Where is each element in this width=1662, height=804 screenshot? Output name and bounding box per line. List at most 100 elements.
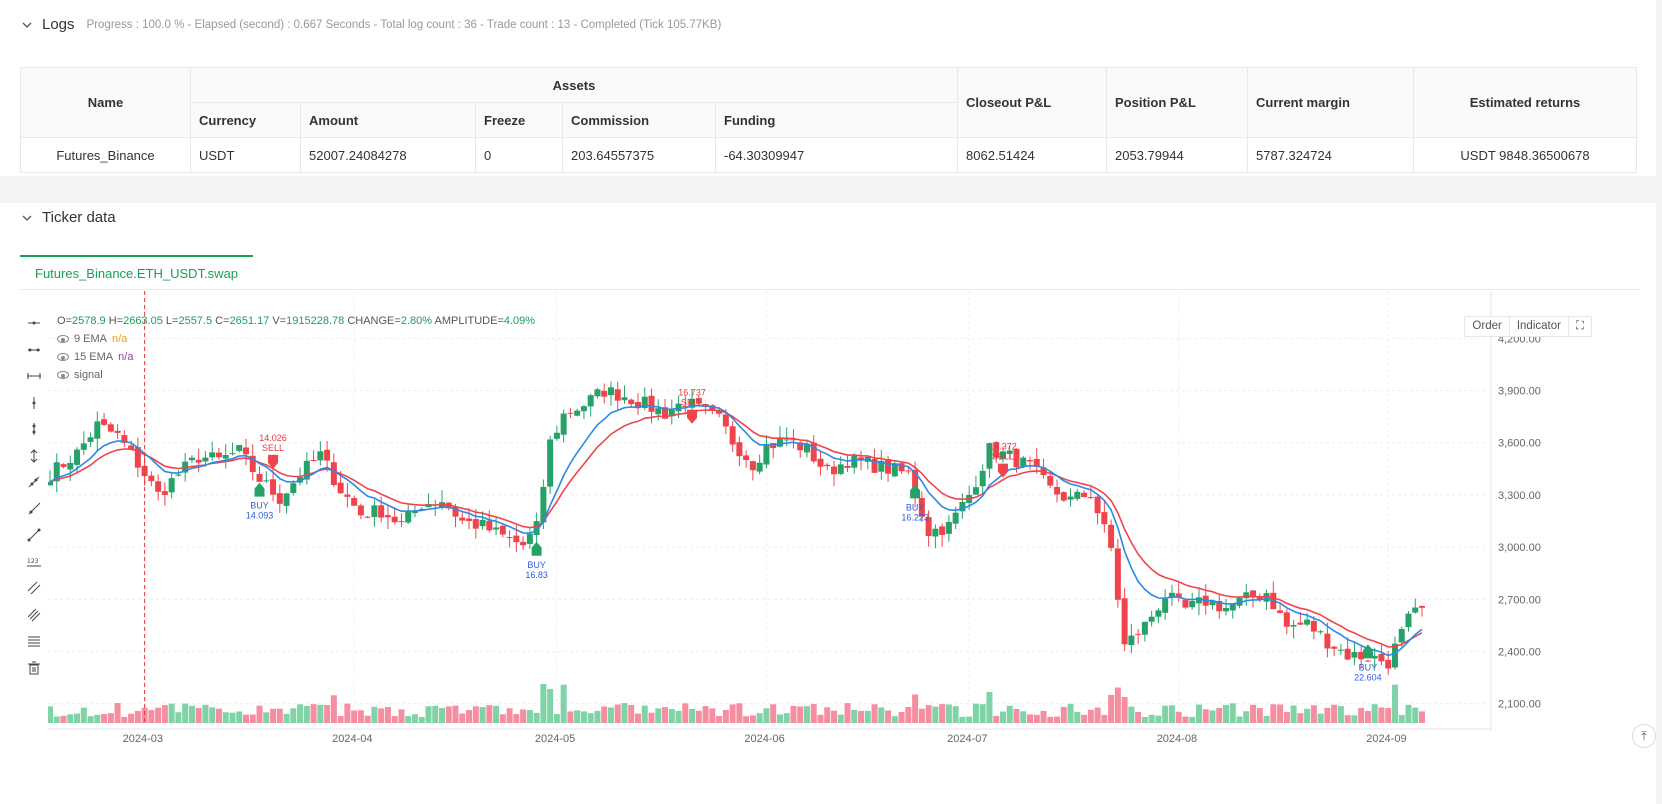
chevron-down-icon[interactable] [20, 211, 34, 225]
candle-body [499, 525, 506, 535]
eye-icon[interactable] [57, 371, 69, 379]
volume-bar [831, 710, 837, 723]
volume-bar [1162, 705, 1169, 723]
fullscreen-icon[interactable]: ⛶ [1575, 320, 1584, 332]
candle-body [1047, 476, 1054, 486]
legend-ema15[interactable]: 15 EMA n/a [57, 351, 133, 363]
x-tick-label: 2024-07 [947, 733, 987, 745]
price-range-icon[interactable] [22, 443, 46, 470]
ticker-header[interactable]: Ticker data [20, 209, 116, 226]
candle-body [1054, 487, 1061, 495]
candle-body [885, 459, 892, 474]
volume-bar [1331, 704, 1338, 723]
volume-bar [891, 716, 898, 723]
volume-bar [709, 708, 716, 723]
eye-icon[interactable] [57, 353, 69, 361]
volume-bar [999, 711, 1006, 723]
volume-bar [1283, 712, 1290, 723]
volume-bar [1290, 705, 1297, 723]
candle-body [405, 510, 412, 523]
candle-body [547, 439, 554, 487]
trash-icon[interactable] [22, 655, 46, 682]
volume-bar [384, 707, 391, 723]
candle-body [256, 473, 263, 482]
volume-bar [851, 709, 858, 723]
candle-body [1371, 655, 1378, 659]
volume-bar [215, 708, 222, 723]
eye-icon[interactable] [57, 335, 69, 343]
horizontal-line-icon[interactable] [22, 310, 46, 337]
candle-body [493, 527, 500, 530]
horizontal-ray-icon[interactable] [22, 337, 46, 364]
volume-bar [1202, 709, 1209, 723]
vertical-segment-icon[interactable] [22, 416, 46, 443]
ray-icon[interactable] [22, 496, 46, 523]
volume-bar [803, 706, 810, 723]
col-closeout: Closeout P&L [957, 67, 1107, 138]
volume-bar [1033, 714, 1040, 723]
volume-bar [898, 711, 905, 723]
trend-line-icon[interactable] [22, 469, 46, 496]
candle-body [993, 442, 1000, 458]
fib-retracement-icon[interactable] [22, 628, 46, 655]
volume-bar [547, 688, 554, 723]
scroll-to-top-icon[interactable]: ⤒ [1632, 724, 1656, 748]
y-tick-label: 3,000.00 [1498, 542, 1541, 554]
candle-body [1283, 612, 1290, 627]
candle-body [824, 464, 831, 467]
volume-bar [689, 709, 696, 723]
col-commission: Commission [562, 102, 716, 138]
candle-body [560, 413, 567, 435]
volume-bar [993, 715, 1000, 723]
y-tick-label: 2,100.00 [1498, 699, 1541, 711]
sell-label: SELL [681, 398, 703, 408]
candle-body [94, 421, 101, 439]
volume-bar [1236, 716, 1243, 723]
tab-eth-usdt-swap[interactable]: Futures_Binance.ETH_USDT.swap [20, 255, 254, 290]
volume-bar [628, 705, 635, 723]
candle-body [310, 459, 317, 461]
segment-icon[interactable] [22, 522, 46, 549]
volume-bar [303, 705, 310, 723]
volume-bar [1027, 714, 1033, 723]
candle-body [1074, 491, 1081, 499]
candle-body [736, 442, 743, 457]
candle-body [48, 481, 53, 486]
candle-body [999, 451, 1006, 459]
vertical-line-icon[interactable] [22, 390, 46, 417]
candle-body [1094, 496, 1101, 514]
volume-bar [141, 707, 148, 723]
indicator-button[interactable]: Indicator [1510, 317, 1569, 336]
candle-body [1263, 593, 1270, 602]
volume-bar [1182, 716, 1189, 723]
volume-bar [607, 707, 614, 723]
price-label-icon[interactable]: 123 [22, 549, 46, 576]
volume-bar [567, 711, 574, 723]
logs-header[interactable]: Logs Progress : 100.0 % - Elapsed (secon… [20, 16, 721, 33]
price-chart[interactable]: 2,100.00 2,400.00 2,700.00 3,000.00 3,300.00… [48, 291, 1548, 753]
legend-ema9[interactable]: 9 EMA n/a [57, 333, 127, 345]
volume-bar [222, 712, 229, 723]
volume-bar [155, 707, 162, 723]
volume-bar [844, 703, 851, 723]
volume-bar [479, 707, 486, 723]
col-amount: Amount [300, 102, 476, 138]
fib-channel-icon[interactable] [22, 602, 46, 629]
extended-line-icon[interactable] [22, 363, 46, 390]
volume-bar [722, 709, 729, 723]
volume-bar [344, 703, 351, 723]
volume-bar [1168, 705, 1175, 723]
order-button[interactable]: Order [1465, 317, 1510, 336]
chevron-down-icon[interactable] [20, 18, 34, 32]
parallel-channel-icon[interactable] [22, 575, 46, 602]
volume-bar [53, 716, 60, 723]
volume-bar [675, 710, 682, 723]
y-tick-label: 3,300.00 [1498, 490, 1541, 502]
volume-bar [959, 716, 966, 723]
candle-body [587, 395, 594, 407]
volume-bar [249, 714, 256, 723]
sell-marker [997, 463, 1008, 478]
legend-signal[interactable]: signal [57, 369, 103, 381]
volume-bar [668, 709, 675, 723]
volume-bar [526, 710, 533, 723]
